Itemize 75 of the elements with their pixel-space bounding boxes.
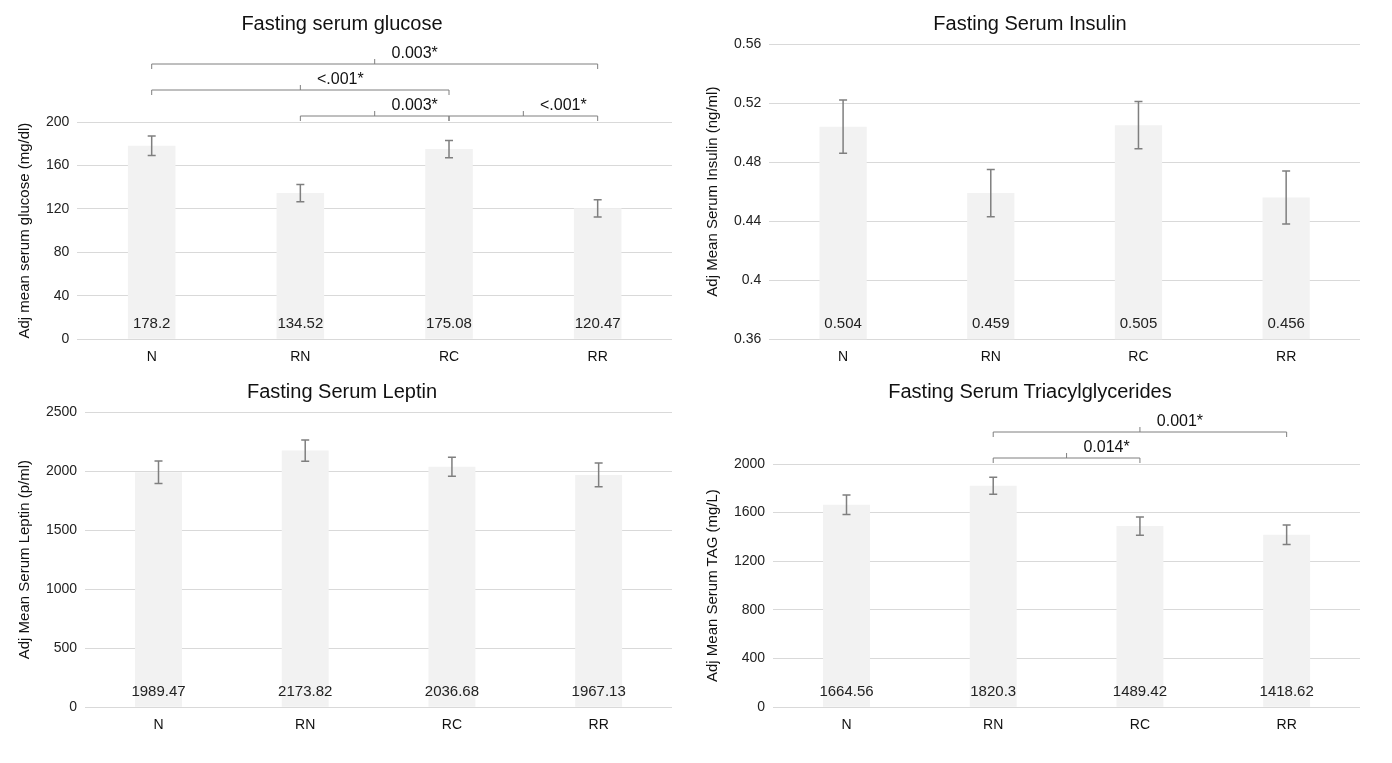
y-tick-label: 80 (53, 243, 70, 260)
y-tick-label: 0 (61, 330, 70, 347)
y-tick-label: 2000 (733, 454, 766, 471)
x-tick-label: RC (441, 716, 463, 733)
x-tick-label: RN (295, 716, 316, 733)
x-tick-label: RR (587, 348, 608, 365)
data-label: 1989.47 (131, 681, 186, 699)
data-label: 1967.13 (571, 681, 626, 699)
data-label: 1418.62 (1259, 681, 1314, 699)
text: 0.003* (391, 44, 438, 62)
y-tick-label: 160 (46, 156, 70, 173)
y-axis-title: Adj Mean Serum Leptin (p/ml) (15, 459, 33, 660)
x-tick-label: RC (1128, 348, 1149, 365)
x-tick-label: N (146, 348, 157, 365)
x-tick-label: RR (1276, 716, 1297, 733)
data-label: 0.504 (824, 313, 862, 331)
y-tick-label: 0.48 (734, 152, 762, 169)
y-tick-label: 400 (741, 649, 766, 666)
bar (127, 145, 176, 339)
x-tick-label: N (153, 716, 164, 733)
chart-title: Fasting serum glucose (241, 11, 443, 34)
x-tick-label: RN (983, 716, 1004, 733)
y-tick-label: 0.52 (734, 93, 762, 110)
data-label: 0.456 (1267, 313, 1305, 331)
data-label: 1664.56 (819, 681, 874, 699)
data-label: 178.2 (132, 313, 171, 331)
text: 0.003* (391, 96, 438, 114)
data-label: 0.505 (1119, 313, 1158, 331)
y-tick-label: 2000 (45, 461, 78, 478)
y-tick-label: 800 (741, 600, 766, 617)
y-tick-label: 40 (53, 286, 70, 303)
data-label: 2036.68 (424, 681, 480, 699)
data-label: 1489.42 (1112, 681, 1168, 699)
bar (276, 193, 325, 339)
y-tick-label: 1200 (733, 552, 766, 569)
y-axis-title: Adj Mean Serum Insulin (ng/ml) (703, 86, 721, 297)
y-tick-label: 1500 (45, 520, 78, 537)
y-tick-label: 2500 (45, 402, 78, 419)
y-tick-label: 120 (46, 199, 70, 216)
bar (573, 208, 622, 339)
data-label: 134.52 (277, 313, 324, 331)
y-tick-label: 500 (53, 639, 78, 656)
data-label: 1820.3 (970, 681, 1017, 699)
bar (969, 485, 1017, 707)
x-tick-label: RC (438, 348, 460, 365)
y-axis-title: Adj Mean Serum TAG (mg/L) (703, 489, 721, 683)
x-tick-label: N (838, 348, 849, 365)
data-label: 175.08 (426, 313, 472, 331)
x-tick-label: RR (588, 716, 609, 733)
y-tick-label: 0 (69, 698, 78, 715)
x-tick-label: RN (290, 348, 311, 365)
text: <.001* (539, 96, 587, 114)
x-tick-label: RC (1129, 716, 1151, 733)
text: 0.014* (1083, 438, 1130, 456)
text: <.001* (316, 70, 364, 88)
y-tick-label: 0.44 (734, 211, 762, 228)
y-tick-label: 200 (46, 112, 70, 129)
y-tick-label: 0 (757, 698, 766, 715)
x-tick-label: RR (1276, 348, 1297, 365)
x-tick-label: N (841, 716, 852, 733)
bar (425, 149, 473, 339)
x-tick-label: RN (980, 348, 1001, 365)
y-tick-label: 1000 (45, 579, 78, 596)
data-label: 120.47 (574, 313, 621, 331)
y-tick-label: 0.36 (734, 330, 762, 347)
data-label: 2173.82 (278, 681, 333, 699)
y-tick-label: 0.56 (734, 34, 762, 51)
data-label: 0.459 (972, 313, 1010, 331)
chart-title: Fasting Serum Triacylglycerides (888, 379, 1172, 402)
chart-title: Fasting Serum Leptin (246, 379, 438, 402)
chart-title: Fasting Serum Insulin (933, 11, 1127, 34)
text: 0.001* (1156, 412, 1204, 430)
y-tick-label: 0.4 (741, 271, 762, 288)
y-axis-title: Adj mean serum glucose (mg/dl) (15, 122, 33, 339)
y-tick-label: 1600 (733, 503, 766, 520)
